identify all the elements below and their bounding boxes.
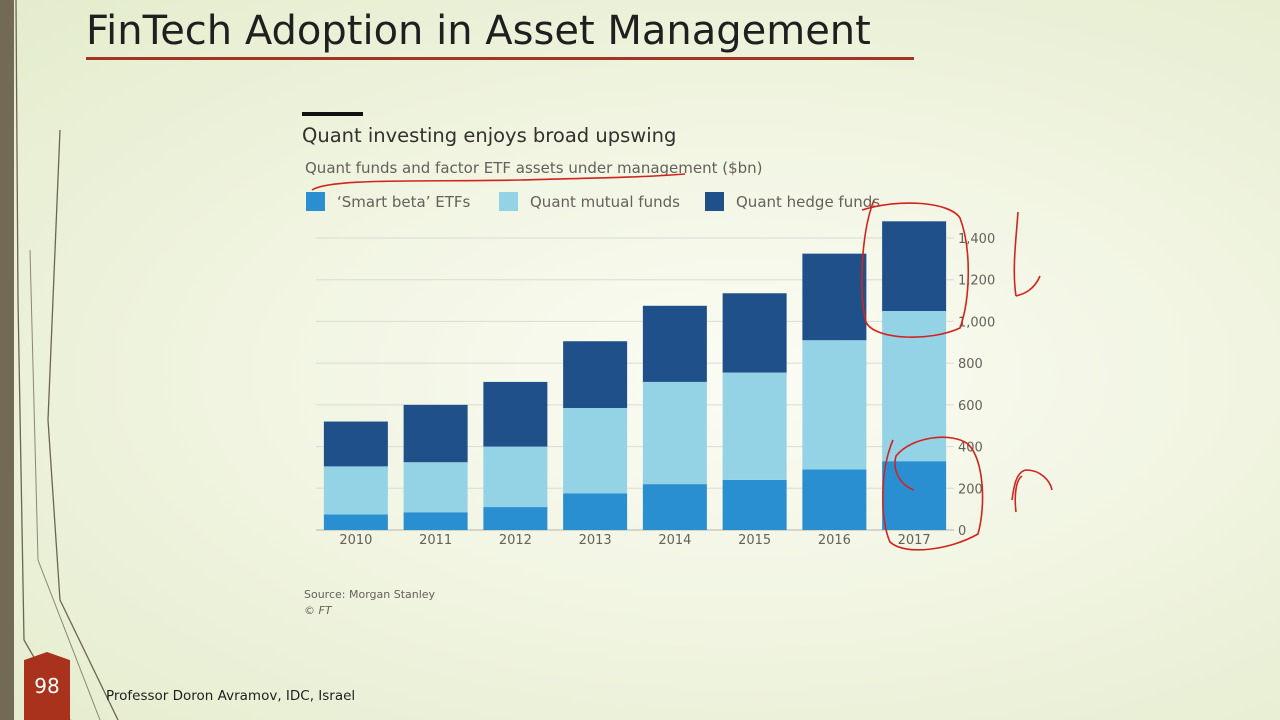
- bar-2014-series-2: [642, 305, 707, 382]
- bar-2016-series-2: [802, 253, 867, 341]
- handwritten-annotations: [311, 173, 1053, 551]
- legend-item-hedge: Quant hedge funds: [705, 192, 880, 211]
- legend-label-hedge: Quant hedge funds: [736, 192, 881, 211]
- y-tick-label: 200: [958, 482, 983, 497]
- y-tick-label: 1,400: [958, 232, 995, 247]
- y-tick-label: 400: [958, 441, 983, 456]
- annotation-circle-top: [861, 199, 970, 338]
- bar-2014-series-0: [642, 484, 707, 530]
- x-tick-label: 2014: [658, 533, 691, 548]
- bar-2014-series-1: [642, 381, 707, 485]
- legend-label-mutual: Quant mutual funds: [530, 192, 680, 211]
- bar-2011-series-0: [403, 512, 468, 530]
- bar-2016-series-0: [802, 469, 867, 530]
- legend-item-mutual: Quant mutual funds: [499, 192, 680, 211]
- x-tick-labels: 2010 2011 2012 2013 2014 2015 2016 2017: [339, 533, 930, 548]
- y-tick-label: 1,200: [958, 274, 995, 289]
- bar-2010-series-0: [323, 514, 388, 530]
- bar-2015-series-0: [722, 479, 787, 530]
- bar-2010-series-1: [323, 466, 388, 515]
- annotation-arrow-up: [1011, 469, 1053, 513]
- bar-2013-series-0: [563, 493, 628, 530]
- chart-subtitle: Quant funds and factor ETF assets under …: [305, 159, 763, 177]
- bar-2015-series-2: [722, 293, 787, 373]
- copyright-text: © FT: [304, 604, 332, 617]
- bar-2011-series-2: [403, 404, 468, 463]
- y-tick-label: 1,000: [958, 315, 995, 330]
- bar-2016-series-1: [802, 340, 867, 470]
- y-tick-labels: 0 200 400 600 800 1,000 1,200 1,400: [958, 232, 995, 539]
- x-tick-label: 2011: [419, 533, 452, 548]
- left-accent-bar: [0, 0, 14, 720]
- x-tick-label: 2012: [499, 533, 532, 548]
- source-text: Source: Morgan Stanley: [304, 588, 436, 601]
- legend-swatch-smart-beta: [306, 192, 325, 211]
- bar-2013-series-1: [563, 407, 628, 494]
- title-underline: [86, 57, 914, 60]
- annotation-subtitle-underline: [311, 173, 686, 191]
- bar-2017-series-0: [882, 461, 947, 530]
- bar-2010-series-2: [323, 421, 388, 467]
- legend-label-smart-beta: ‘Smart beta’ ETFs: [337, 192, 471, 211]
- bar-2017-series-2: [882, 221, 947, 311]
- bar-2012-series-2: [483, 381, 548, 447]
- x-tick-label: 2013: [579, 533, 612, 548]
- bar-2012-series-0: [483, 507, 548, 530]
- bar-2017-series-1: [882, 311, 947, 462]
- bar-2015-series-1: [722, 372, 787, 480]
- page-number-badge: 98: [24, 652, 70, 720]
- legend-item-smart-beta: ‘Smart beta’ ETFs: [306, 192, 470, 211]
- x-tick-label: 2015: [738, 533, 771, 548]
- y-tick-label: 600: [958, 399, 983, 414]
- y-tick-label: 800: [958, 357, 983, 372]
- x-tick-label: 2016: [818, 533, 851, 548]
- ft-header-rule: [302, 112, 363, 116]
- bars: [323, 221, 947, 530]
- x-tick-label: 2017: [898, 533, 931, 548]
- x-tick-label: 2010: [339, 533, 372, 548]
- legend-swatch-hedge: [705, 192, 724, 211]
- slide-title: FinTech Adoption in Asset Management: [86, 8, 871, 54]
- legend-swatch-mutual: [499, 192, 518, 211]
- annotation-arrow-down: [1013, 211, 1041, 297]
- chart-title: Quant investing enjoys broad upswing: [302, 124, 677, 147]
- bar-2013-series-2: [563, 341, 628, 408]
- annotation-circle-bottom: [882, 436, 984, 551]
- chart-source: Source: Morgan Stanley © FT: [304, 587, 435, 619]
- footer-author: Professor Doron Avramov, IDC, Israel: [106, 688, 356, 704]
- bar-2012-series-1: [483, 446, 548, 508]
- bar-2011-series-1: [403, 462, 468, 513]
- y-tick-label: 0: [958, 524, 966, 539]
